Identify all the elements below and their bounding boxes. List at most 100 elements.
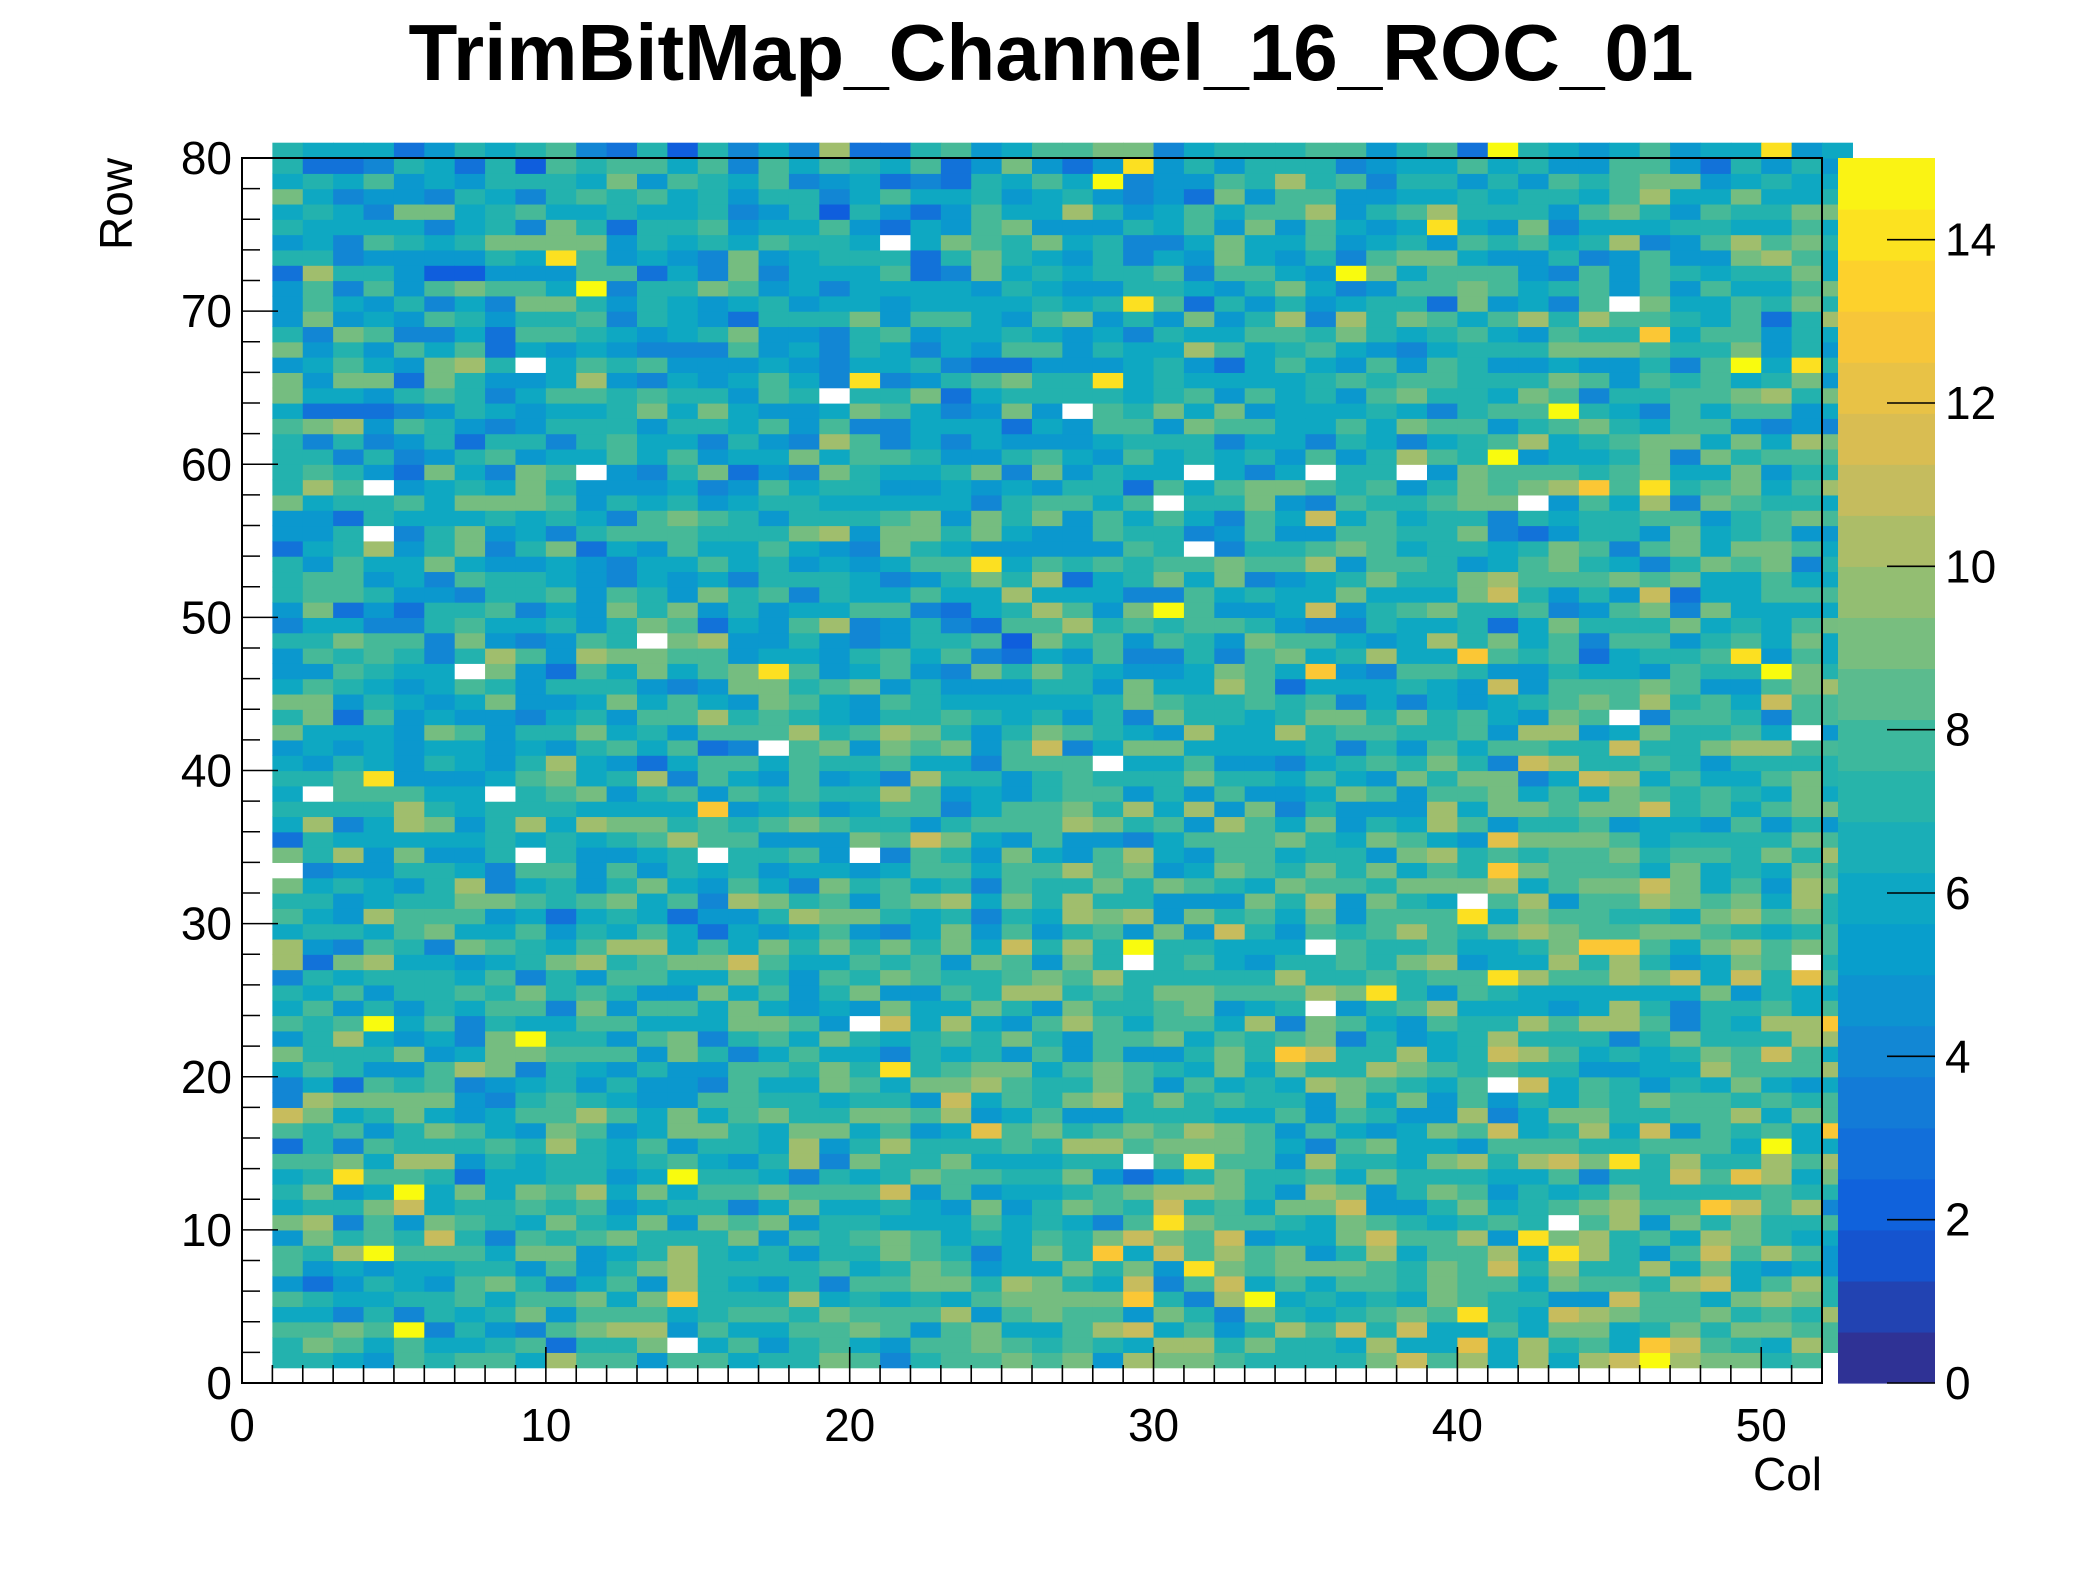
heatmap-cell (1214, 938, 1246, 955)
heatmap-cell (1518, 739, 1550, 756)
heatmap-cell (1761, 464, 1793, 481)
heatmap-cell (1366, 203, 1398, 220)
heatmap-cell (1730, 1153, 1762, 1170)
heatmap-cell (1032, 678, 1063, 695)
heatmap-cell (1487, 1061, 1519, 1078)
heatmap-cell (1396, 984, 1428, 1001)
heatmap-cell (1396, 1291, 1428, 1308)
color-scale-band (1838, 362, 1935, 414)
heatmap-cell (1578, 142, 1610, 159)
heatmap-cell (1305, 1000, 1337, 1017)
heatmap-cell (424, 648, 456, 664)
heatmap-cell (485, 755, 517, 772)
heatmap-cell (849, 1153, 881, 1170)
heatmap-cell (1305, 142, 1337, 159)
heatmap-cell (697, 709, 729, 726)
heatmap-cell (485, 387, 517, 404)
heatmap-cell (545, 311, 577, 328)
heatmap-cell (1092, 586, 1124, 603)
heatmap-cell (1639, 249, 1671, 266)
heatmap-cell (485, 203, 517, 220)
heatmap-cell (788, 387, 820, 404)
heatmap-cell (1396, 954, 1428, 971)
heatmap-cell (272, 877, 304, 894)
heatmap-cell (1578, 372, 1610, 389)
heatmap-cell (576, 938, 608, 955)
heatmap-cell (393, 693, 425, 710)
heatmap-cell (1032, 372, 1063, 389)
heatmap-cell (697, 893, 729, 909)
heatmap-cell (1305, 969, 1337, 986)
heatmap-cell (1366, 923, 1398, 940)
heatmap-cell (1518, 479, 1550, 496)
heatmap-cell (333, 280, 365, 297)
heatmap-cell (758, 1183, 790, 1200)
heatmap-cell (940, 1183, 972, 1200)
heatmap-cell (667, 1321, 699, 1338)
heatmap-cell (758, 1321, 790, 1338)
heatmap-cell (1092, 724, 1124, 741)
heatmap-cell (485, 831, 517, 848)
heatmap-cell (363, 249, 395, 266)
heatmap-cell (788, 617, 820, 634)
heatmap-cell (1123, 1199, 1155, 1216)
heatmap-cell (880, 479, 912, 496)
heatmap-cell (515, 357, 547, 373)
heatmap-cell (1032, 663, 1063, 680)
heatmap-cell (697, 831, 729, 848)
heatmap-cell (545, 755, 577, 772)
heatmap-cell (697, 1153, 729, 1170)
heatmap-cell (1730, 1291, 1762, 1308)
color-scale-band (1838, 1025, 1935, 1078)
heatmap-cell (1518, 1030, 1550, 1047)
heatmap-cell (1639, 448, 1671, 465)
heatmap-cell (1487, 1260, 1519, 1277)
heatmap-cell (272, 1168, 304, 1185)
heatmap-cell (393, 173, 425, 190)
heatmap-cell (1639, 326, 1671, 343)
heatmap-cell (697, 525, 729, 542)
heatmap-cell (1123, 893, 1155, 909)
heatmap-cell (758, 219, 790, 236)
heatmap-cell (1791, 295, 1823, 312)
heatmap-cell (880, 831, 912, 848)
heatmap-cell (1032, 831, 1063, 848)
heatmap-cell (1670, 341, 1702, 358)
heatmap-cell (1183, 632, 1215, 649)
heatmap-cell (1548, 295, 1580, 312)
heatmap-cell (1427, 1337, 1458, 1353)
heatmap-cell (1548, 1092, 1580, 1108)
heatmap-cell (758, 510, 790, 527)
heatmap-cell (940, 357, 972, 373)
heatmap-cell (1062, 1107, 1094, 1124)
heatmap-cell (880, 158, 912, 174)
heatmap-cell (1092, 1122, 1124, 1139)
heatmap-cell (363, 1030, 395, 1047)
heatmap-cell (515, 1138, 547, 1154)
heatmap-cell (1366, 1076, 1398, 1093)
heatmap-cell (637, 1352, 668, 1369)
heatmap-cell (971, 142, 1003, 159)
heatmap-cell (1032, 1214, 1063, 1231)
heatmap-cell (788, 295, 820, 312)
heatmap-cell (1609, 510, 1641, 527)
heatmap-cell (1609, 954, 1641, 971)
heatmap-cell (1457, 693, 1489, 710)
heatmap-cell (758, 1122, 790, 1139)
heatmap-cell (819, 1138, 851, 1154)
heatmap-cell (758, 525, 790, 542)
heatmap-cell (1183, 357, 1215, 373)
heatmap-cell (606, 418, 638, 435)
heatmap-cell (637, 816, 668, 833)
heatmap-cell (576, 1138, 608, 1154)
heatmap-cell (880, 1122, 912, 1139)
heatmap-cell (940, 403, 972, 419)
heatmap-cell (940, 1245, 972, 1262)
heatmap-cell (728, 326, 760, 343)
heatmap-cell (1305, 1229, 1337, 1246)
heatmap-cell (1670, 571, 1702, 588)
heatmap-cell (302, 280, 334, 297)
heatmap-cell (1639, 1030, 1671, 1047)
heatmap-cell (454, 295, 486, 312)
heatmap-cell (849, 1260, 881, 1277)
